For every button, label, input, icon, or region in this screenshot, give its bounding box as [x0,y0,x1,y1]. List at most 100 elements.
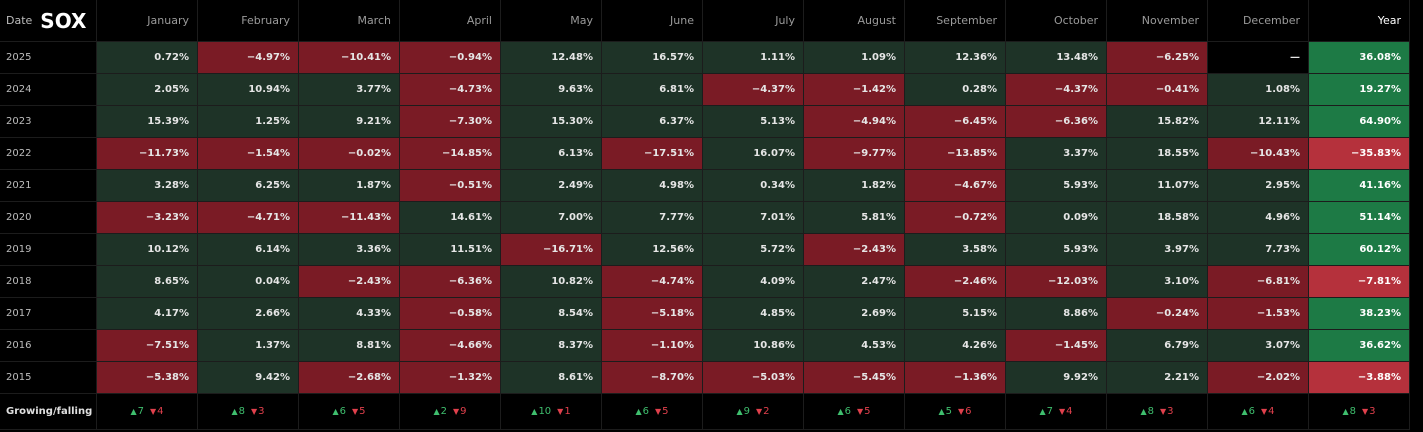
month-return-cell: 0.34% [703,170,804,202]
falling-count: 3 [1160,406,1173,417]
month-return-cell: −5.38% [97,362,198,394]
month-return-cell: 5.93% [1006,170,1107,202]
year-return-cell: 64.90% [1309,106,1410,138]
month-return-cell: −2.43% [804,234,905,266]
month-return-cell: 8.61% [501,362,602,394]
column-header: November [1107,0,1208,42]
column-header: December [1208,0,1309,42]
month-return-cell: 3.36% [299,234,400,266]
month-return-cell: −2.02% [1208,362,1309,394]
year-return-cell: −7.81% [1309,266,1410,298]
month-return-cell: 6.79% [1107,330,1208,362]
month-return-cell: −0.72% [905,202,1006,234]
month-return-cell: 9.63% [501,74,602,106]
month-return-cell: 3.97% [1107,234,1208,266]
month-return-cell: 3.37% [1006,138,1107,170]
month-return-cell: −11.43% [299,202,400,234]
month-return-cell: 3.58% [905,234,1006,266]
year-label: 2016 [0,330,97,362]
falling-count: 5 [857,406,870,417]
month-return-cell: 9.21% [299,106,400,138]
growing-falling-cell: 64 [1208,394,1309,430]
month-return-cell: 1.09% [804,42,905,74]
growing-count: 8 [1342,406,1356,417]
year-label: 2017 [0,298,97,330]
month-return-cell: −4.37% [1006,74,1107,106]
month-return-cell: −13.85% [905,138,1006,170]
month-return-cell: 2.05% [97,74,198,106]
month-return-cell: 4.26% [905,330,1006,362]
month-return-cell: 12.56% [602,234,703,266]
year-return-cell: −35.83% [1309,138,1410,170]
month-return-cell: 7.77% [602,202,703,234]
growing-falling-cell: 29 [400,394,501,430]
column-header: Year [1309,0,1410,42]
month-return-cell: −8.70% [602,362,703,394]
month-return-cell: 1.11% [703,42,804,74]
month-return-cell: −11.73% [97,138,198,170]
growing-count: 8 [231,406,245,417]
month-return-cell: 5.81% [804,202,905,234]
month-return-cell: 4.33% [299,298,400,330]
month-return-cell: 18.55% [1107,138,1208,170]
month-return-cell: 5.72% [703,234,804,266]
column-header: May [501,0,602,42]
month-return-cell: −17.51% [602,138,703,170]
footer-label: Growing/falling [0,394,97,430]
column-header: February [198,0,299,42]
month-return-cell: 7.01% [703,202,804,234]
falling-count: 6 [958,406,971,417]
month-return-cell: 5.13% [703,106,804,138]
month-return-cell: −6.25% [1107,42,1208,74]
month-return-cell: 2.95% [1208,170,1309,202]
growing-count: 7 [130,406,144,417]
month-return-cell: 4.17% [97,298,198,330]
month-return-cell: −10.41% [299,42,400,74]
month-return-cell: −6.45% [905,106,1006,138]
month-return-cell: −2.46% [905,266,1006,298]
month-return-cell: −3.23% [97,202,198,234]
month-return-cell: — [1208,42,1309,74]
month-return-cell: 2.66% [198,298,299,330]
growing-falling-cell: 92 [703,394,804,430]
year-label: 2015 [0,362,97,394]
year-label: 2023 [0,106,97,138]
month-return-cell: 0.28% [905,74,1006,106]
month-return-cell: 4.96% [1208,202,1309,234]
year-return-cell: 36.08% [1309,42,1410,74]
column-header: October [1006,0,1107,42]
month-return-cell: 7.73% [1208,234,1309,266]
month-return-cell: 1.25% [198,106,299,138]
month-return-cell: 11.51% [400,234,501,266]
month-return-cell: 4.53% [804,330,905,362]
growing-falling-cell: 65 [299,394,400,430]
falling-count: 2 [756,406,769,417]
year-return-cell: 41.16% [1309,170,1410,202]
month-return-cell: 16.07% [703,138,804,170]
growing-falling-cell: 10 1 [501,394,602,430]
month-return-cell: −7.51% [97,330,198,362]
month-return-cell: 2.69% [804,298,905,330]
month-return-cell: −4.37% [703,74,804,106]
falling-count: 4 [1261,406,1274,417]
month-return-cell: −4.74% [602,266,703,298]
growing-falling-cell: 83 [198,394,299,430]
falling-count: 5 [352,406,365,417]
month-return-cell: 15.30% [501,106,602,138]
month-return-cell: 8.65% [97,266,198,298]
column-header: September [905,0,1006,42]
growing-falling-cell: 65 [804,394,905,430]
growing-falling-cell: 83 [1107,394,1208,430]
month-return-cell: 1.37% [198,330,299,362]
year-label: 2020 [0,202,97,234]
month-return-cell: 8.54% [501,298,602,330]
month-return-cell: −5.18% [602,298,703,330]
month-return-cell: −1.42% [804,74,905,106]
month-return-cell: 11.07% [1107,170,1208,202]
date-header-cell: Date SOX [0,0,97,42]
month-return-cell: −1.36% [905,362,1006,394]
growing-falling-cell: 56 [905,394,1006,430]
year-label: 2022 [0,138,97,170]
